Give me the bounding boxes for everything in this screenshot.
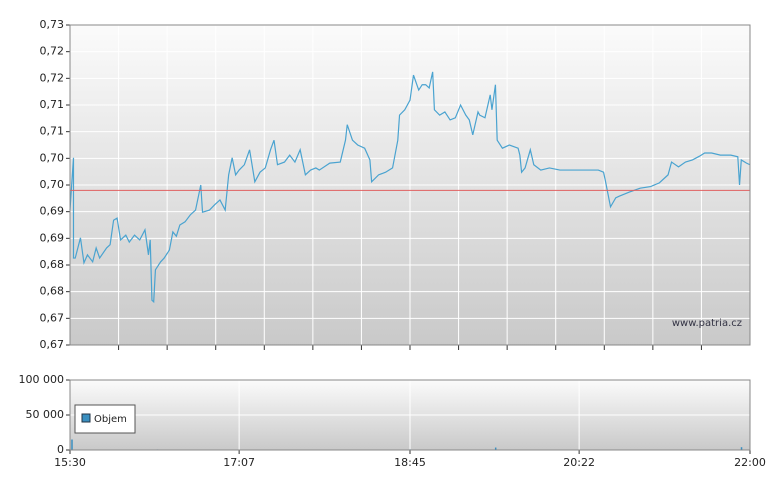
y-tick-label: 0,67 [40,338,65,351]
x-tick-label: 22:00 [734,456,766,469]
y-tick-label: 0,67 [40,311,65,324]
y-tick-label: 0,68 [40,258,65,271]
y-tick-label: 0,72 [40,45,65,58]
y-tick-label: 0,72 [40,71,65,84]
x-tick-label: 20:22 [563,456,595,469]
y-tick-label: 0,70 [40,178,65,191]
legend-swatch [82,414,90,422]
x-tick-label: 18:45 [394,456,426,469]
y-tick-label: 50 000 [26,408,65,421]
y-tick-label: 0,68 [40,285,65,298]
volume-bar [71,440,73,451]
y-tick-label: 0,71 [40,125,65,138]
y-tick-label: 0 [57,443,64,456]
y-tick-label: 0,69 [40,205,65,218]
y-tick-label: 0,69 [40,231,65,244]
y-tick-label: 0,70 [40,151,65,164]
y-tick-label: 0,73 [40,18,65,31]
x-tick-label: 17:07 [223,456,255,469]
legend-label: Objem [94,414,127,425]
y-tick-label: 100 000 [19,373,65,386]
watermark: www.patria.cz [672,318,742,329]
x-tick-label: 15:30 [54,456,86,469]
y-tick-label: 0,71 [40,98,65,111]
